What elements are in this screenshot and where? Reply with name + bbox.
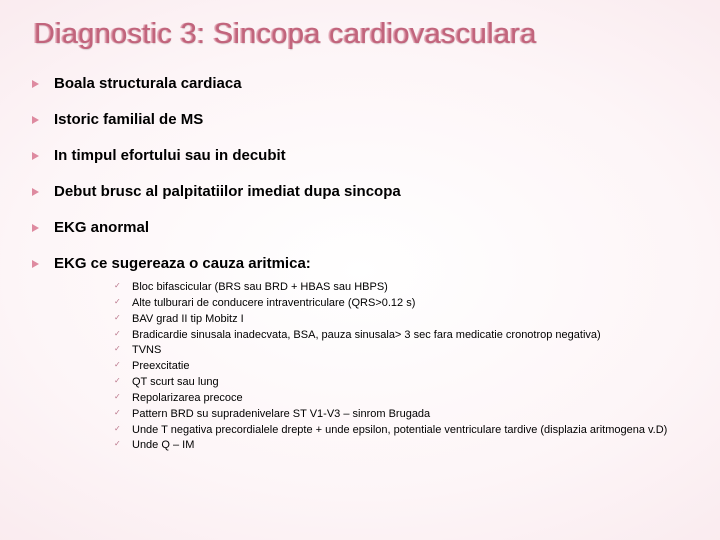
sub-list-item: Pattern BRD su supradenivelare ST V1-V3 … — [112, 407, 690, 422]
main-list: Boala structurala cardiaca Istoric famil… — [28, 75, 690, 453]
sub-list-item: Preexcitatie — [112, 359, 690, 374]
list-item: Boala structurala cardiaca — [28, 75, 690, 92]
list-item-text: EKG ce sugereaza o cauza aritmica: — [54, 255, 311, 272]
sub-list: Bloc bifascicular (BRS sau BRD + HBAS sa… — [54, 280, 690, 453]
page-title: Diagnostic 3: Sincopa cardiovasculara — [34, 18, 690, 51]
list-item-text: Debut brusc al palpitatiilor imediat dup… — [54, 183, 401, 200]
list-item-text: Istoric familial de MS — [54, 111, 203, 128]
sub-list-item: QT scurt sau lung — [112, 375, 690, 390]
list-item-text: Boala structurala cardiaca — [54, 75, 242, 92]
sub-list-item: Unde T negativa precordialele drepte + u… — [112, 423, 690, 438]
list-item: EKG ce sugereaza o cauza aritmica: Bloc … — [28, 255, 690, 453]
list-item-text: In timpul efortului sau in decubit — [54, 147, 286, 164]
sub-list-item: TVNS — [112, 343, 690, 358]
sub-list-item: Alte tulburari de conducere intraventric… — [112, 296, 690, 311]
sub-list-item: Repolarizarea precoce — [112, 391, 690, 406]
list-item: Debut brusc al palpitatiilor imediat dup… — [28, 183, 690, 200]
list-item: EKG anormal — [28, 219, 690, 236]
list-item: Istoric familial de MS — [28, 111, 690, 128]
list-item-text: EKG anormal — [54, 219, 149, 236]
sub-list-item: BAV grad II tip Mobitz I — [112, 312, 690, 327]
sub-list-item: Bloc bifascicular (BRS sau BRD + HBAS sa… — [112, 280, 690, 295]
list-item: In timpul efortului sau in decubit — [28, 147, 690, 164]
sub-list-item: Bradicardie sinusala inadecvata, BSA, pa… — [112, 328, 690, 343]
sub-list-item: Unde Q – IM — [112, 438, 690, 453]
